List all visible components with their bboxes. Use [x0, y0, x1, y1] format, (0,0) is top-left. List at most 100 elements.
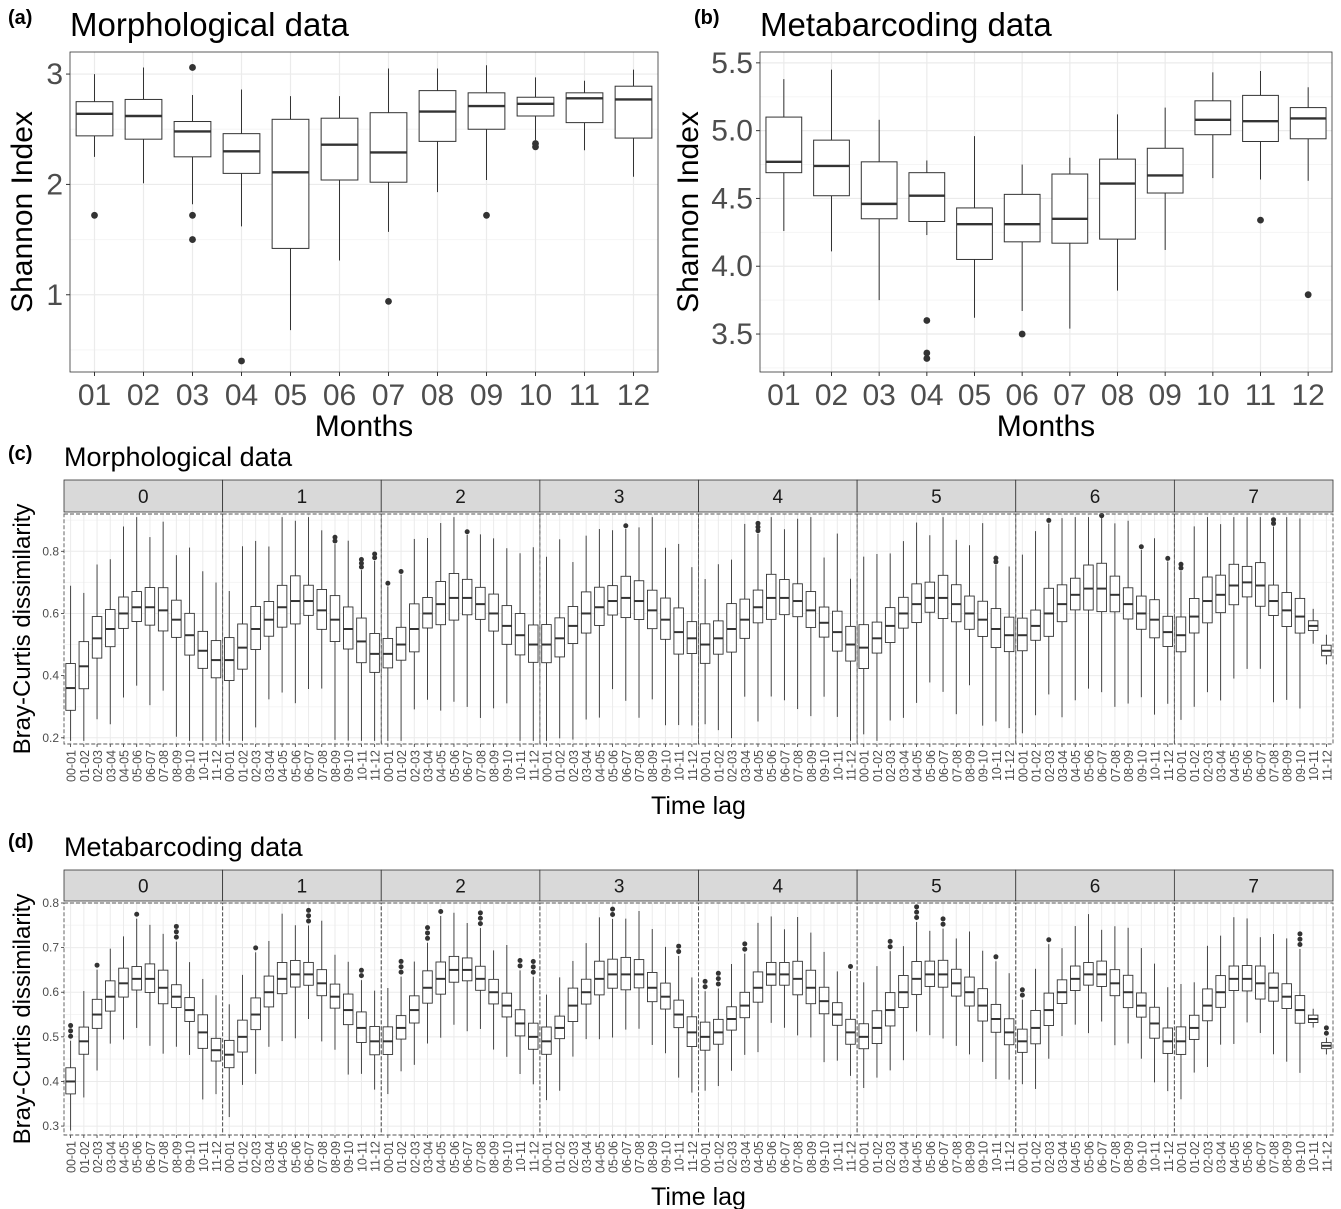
y-tick-label: 0.7 — [42, 941, 59, 955]
box — [237, 623, 248, 670]
x-axis-label: Months — [315, 410, 413, 443]
box — [765, 116, 803, 174]
x-tick-label: 02-03 — [408, 1141, 422, 1173]
outlier-point — [173, 929, 179, 935]
facet-5: 5 00-01 01-02 02-03 03-04 04-05 05-06 06-07 07-0… — [856, 869, 1017, 1173]
x-tick-label: 07-08 — [1109, 750, 1123, 782]
x-tick-label: 00-01 — [382, 750, 396, 782]
facet-strip — [1173, 479, 1334, 513]
facet-strip-label: 6 — [1090, 487, 1101, 508]
plot-background — [760, 52, 1332, 372]
y-tick-label: 3.5 — [711, 318, 753, 351]
outlier-point — [610, 906, 616, 912]
x-tick-label: 09-10 — [977, 750, 991, 782]
box-02-03: 02-03 — [884, 938, 898, 1173]
x-tick-label: 09-10 — [1294, 750, 1308, 782]
box-01-02: 01-02 — [395, 958, 409, 1173]
x-tick-label: 02-03 — [91, 1141, 105, 1173]
x-tick-label: 05-06 — [448, 750, 462, 782]
x-tick-label: 01-02 — [871, 750, 885, 782]
box — [65, 663, 76, 711]
x-tick-label: 08-09 — [646, 750, 660, 782]
x-tick-label: 04-05 — [752, 750, 766, 782]
x-tick-label: 04-05 — [593, 750, 607, 782]
box-10-11: 10-11 — [514, 958, 528, 1172]
facet-2: 2 00-01 01-02 02-03 03-04 04-05 05-06 06-07 07-0… — [380, 869, 541, 1173]
x-tick-label: 10-11 — [1149, 1141, 1163, 1172]
box — [342, 606, 354, 650]
box-10-11: 10-11 — [1307, 1008, 1321, 1172]
facet-strip — [380, 869, 541, 902]
box-05-06: 05-06 — [289, 925, 303, 1173]
box-01-02: 01-02 — [712, 970, 726, 1173]
box — [765, 573, 777, 620]
facet-border — [1015, 902, 1175, 1136]
outlier-point — [1297, 942, 1303, 948]
box-02-03: 02-03 — [884, 553, 898, 782]
x-tick-label: 11 — [1245, 379, 1276, 412]
box-06-07: 06-07 — [1096, 513, 1110, 782]
x-tick-label: 09-10 — [342, 1141, 356, 1173]
outlier-point — [887, 944, 893, 950]
outlier-point — [755, 528, 761, 534]
facet-strip — [856, 479, 1017, 513]
outlier-point — [676, 949, 682, 955]
panel-d: 000-01 01-02 02-03 03-04 04-05 05-06 06-07 07-0… — [8, 831, 1334, 1209]
box — [290, 575, 301, 625]
outlier-point — [398, 964, 404, 970]
x-tick-label: 04-05 — [117, 750, 131, 782]
panel-tag: (d) — [8, 831, 34, 853]
x-tick-label: 03 — [862, 379, 895, 412]
x-tick-label: 01-02 — [712, 1141, 726, 1173]
x-tick-label: 09-10 — [501, 1141, 515, 1173]
x-tick-label: 10-11 — [673, 750, 687, 781]
box-03-04: 03-04 — [739, 941, 753, 1173]
x-tick-label: 04-05 — [1228, 1141, 1242, 1173]
outlier-point — [1297, 931, 1303, 937]
x-tick-label: 08-09 — [329, 750, 343, 782]
x-tick-label: 01-02 — [78, 1141, 92, 1173]
x-tick-label: 06-07 — [620, 750, 634, 782]
x-tick-label: 08-09 — [1122, 1141, 1136, 1173]
x-tick-label: 04-05 — [276, 750, 290, 782]
y-tick-label: 0.8 — [42, 544, 59, 558]
x-tick-label: 02-03 — [567, 1141, 581, 1173]
box — [860, 161, 898, 220]
facet-strip-label: 7 — [1248, 487, 1259, 508]
x-tick-label: 00-01 — [699, 1141, 713, 1173]
facet-border — [856, 902, 1017, 1136]
box-01-02: 01-02 — [236, 974, 250, 1173]
box-10-11: 10-11 — [673, 943, 687, 1172]
x-tick-label: 09-10 — [818, 1141, 832, 1173]
x-tick-label: 10-11 — [831, 1141, 845, 1172]
box-02-03: 02-03 — [726, 964, 740, 1173]
y-tick-label: 3 — [46, 58, 63, 91]
box-03-04: 03-04 — [897, 946, 911, 1173]
x-tick-label: 10-11 — [831, 750, 845, 781]
x-tick-label: 04-05 — [435, 1141, 449, 1173]
box-02-03: 02-03 — [408, 961, 422, 1173]
outlier-point — [530, 964, 536, 970]
x-tick-label: 10-11 — [355, 1141, 369, 1172]
outlier-point — [189, 64, 196, 71]
x-tick-label: 04-05 — [911, 1141, 925, 1173]
box-06-07: 06-07 — [620, 918, 634, 1173]
box-04-05: 04-05 — [435, 523, 449, 782]
x-tick-label: 00-01 — [858, 750, 872, 782]
box-07-08: 07-08 — [950, 539, 964, 782]
x-tick-label: 05-06 — [448, 1141, 462, 1173]
x-tick-label: 03-04 — [739, 750, 753, 782]
box-10-11: 10-11 — [197, 571, 211, 781]
x-tick-label: 11-12 — [686, 1141, 700, 1172]
x-tick-label: 11-12 — [369, 750, 383, 781]
facet-strip — [698, 869, 858, 902]
outlier-point — [372, 551, 378, 557]
x-tick-label: 00-01 — [223, 750, 237, 782]
x-tick-label: 04-05 — [117, 1141, 131, 1173]
x-tick-label: 04 — [910, 379, 943, 412]
x-tick-label: 04-05 — [1069, 750, 1083, 782]
box-02-03: 02-03 — [567, 562, 581, 782]
box-00-01: 00-01 — [540, 556, 554, 782]
box — [78, 641, 90, 690]
box-02-03: 02-03 — [91, 564, 105, 782]
